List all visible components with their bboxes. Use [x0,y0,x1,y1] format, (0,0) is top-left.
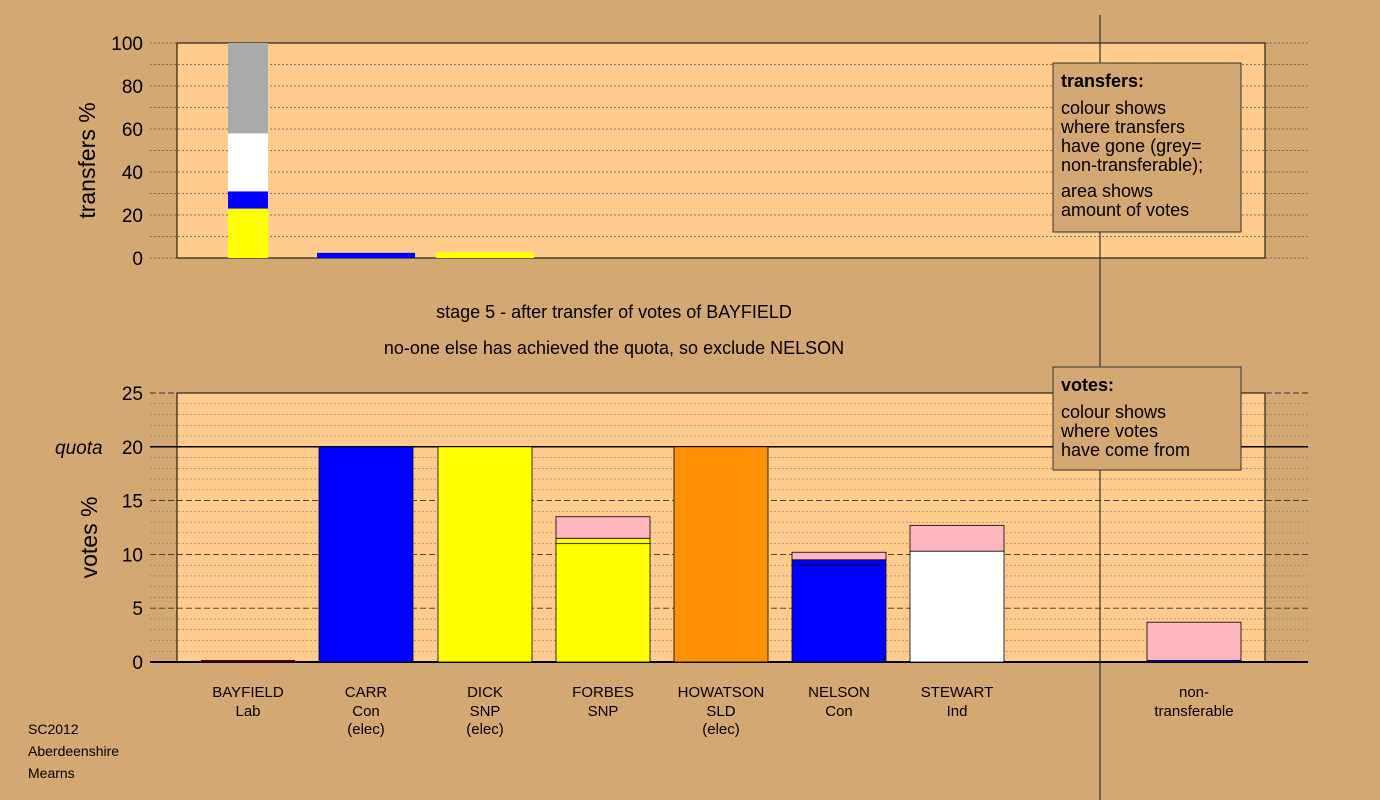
candidate-status: (elec) [466,721,504,738]
vote-bar-segment [791,564,887,663]
transfer-bar-segment [317,252,415,258]
top-y-tick-label: 20 [122,206,143,227]
candidate-party: SNP [470,703,501,720]
candidate-party: SLD [706,703,735,720]
action-caption: no-one else has achieved the quota, so e… [384,338,844,358]
candidate-name: NELSON [808,684,870,701]
bottom-y-tick-label: 15 [122,492,143,513]
transfers-legend-line: area shows [1061,181,1153,201]
vote-bar-segment [909,550,1005,663]
transfers-legend-line: colour shows [1061,98,1166,118]
election-label: SC2012 [28,721,79,737]
bottom-y-tick-label: 0 [132,653,143,674]
top-y-tick-label: 100 [111,34,143,55]
vote-bar-segment [791,559,887,566]
council-label: Aberdeenshire [28,743,120,759]
bottom-y-tick-label: 10 [122,545,143,566]
candidate-party: Ind [947,703,968,720]
candidate-party: transferable [1154,703,1233,720]
vote-bar-segment [555,516,651,539]
candidate-label: CARR Con(elec) [345,684,388,738]
candidate-name: BAYFIELD [212,684,284,701]
ward-caption: SC2012 Aberdeenshire Mearns [28,718,119,784]
vote-bar-segment [909,524,1005,552]
vote-bar-segment [437,446,533,663]
votes-legend-title: votes: [1061,375,1114,395]
vote-bar-segment [1146,621,1242,661]
candidate-party: SNP [588,703,619,720]
candidate-label: FORBES SNP [572,684,634,720]
bottom-y-tick-label: 25 [122,384,143,405]
votes-legend-line: colour shows [1061,402,1166,422]
transfer-bar-segment [228,133,268,192]
transfers-legend-line: amount of votes [1061,200,1189,220]
transfers-legend-line: where transfers [1060,117,1185,137]
votes-legend-line: have come from [1061,440,1190,460]
candidate-label: STEWART Ind [921,684,994,720]
top-y-tick-label: 0 [132,249,143,270]
transfer-bar-segment [228,191,268,209]
stage-caption: stage 5 - after transfer of votes of BAY… [436,302,792,322]
vote-bar-segment [555,543,651,663]
ward-label: Mearns [28,765,75,781]
bottom-y-tick-label: 5 [132,599,143,620]
candidate-status: (elec) [347,721,385,738]
candidate-label: BAYFIELD Lab [212,684,284,720]
candidate-name: non- [1179,684,1209,701]
quota-label: quota [55,438,103,459]
candidate-name: HOWATSON [678,684,765,701]
top-y-tick-label: 40 [122,163,143,184]
vote-bar-segment [791,551,887,561]
transfers-legend-line: have gone (grey= [1061,136,1202,156]
top-y-axis-label: transfers % [74,102,100,218]
bottom-y-axis-label: votes % [76,497,102,579]
candidate-label: DICK SNP(elec) [466,684,504,738]
candidate-label: non-transferable [1154,684,1233,720]
candidate-party: Lab [235,703,260,720]
transfers-legend-frame [1052,62,1242,233]
candidate-party: Con [352,703,380,720]
candidate-label: NELSON Con [808,684,870,720]
top-y-tick-label: 60 [122,120,143,141]
candidate-name: CARR [345,684,388,701]
top-plot-frame [176,42,1266,259]
vote-bar-segment [555,537,651,545]
votes-legend-line: where votes [1060,421,1158,441]
transfer-bar-segment [228,43,268,134]
candidate-name: STEWART [921,684,994,701]
candidate-name: FORBES [572,684,634,701]
top-y-tick-label: 80 [122,77,143,98]
vote-bar-segment [673,446,769,663]
candidate-label: HOWATSON SLD(elec) [678,684,765,738]
candidate-status: (elec) [702,721,740,738]
transfer-bar-segment [436,251,534,258]
transfers-legend-title: transfers: [1061,71,1144,91]
candidate-party: Con [825,703,853,720]
candidate-name: DICK [467,684,503,701]
vote-bar-segment [318,446,414,663]
bottom-y-tick-label: 20 [122,438,143,459]
transfer-bar-segment [228,208,268,258]
transfers-legend-line: non-transferable); [1061,155,1203,175]
votes-legend-frame [1052,366,1242,471]
